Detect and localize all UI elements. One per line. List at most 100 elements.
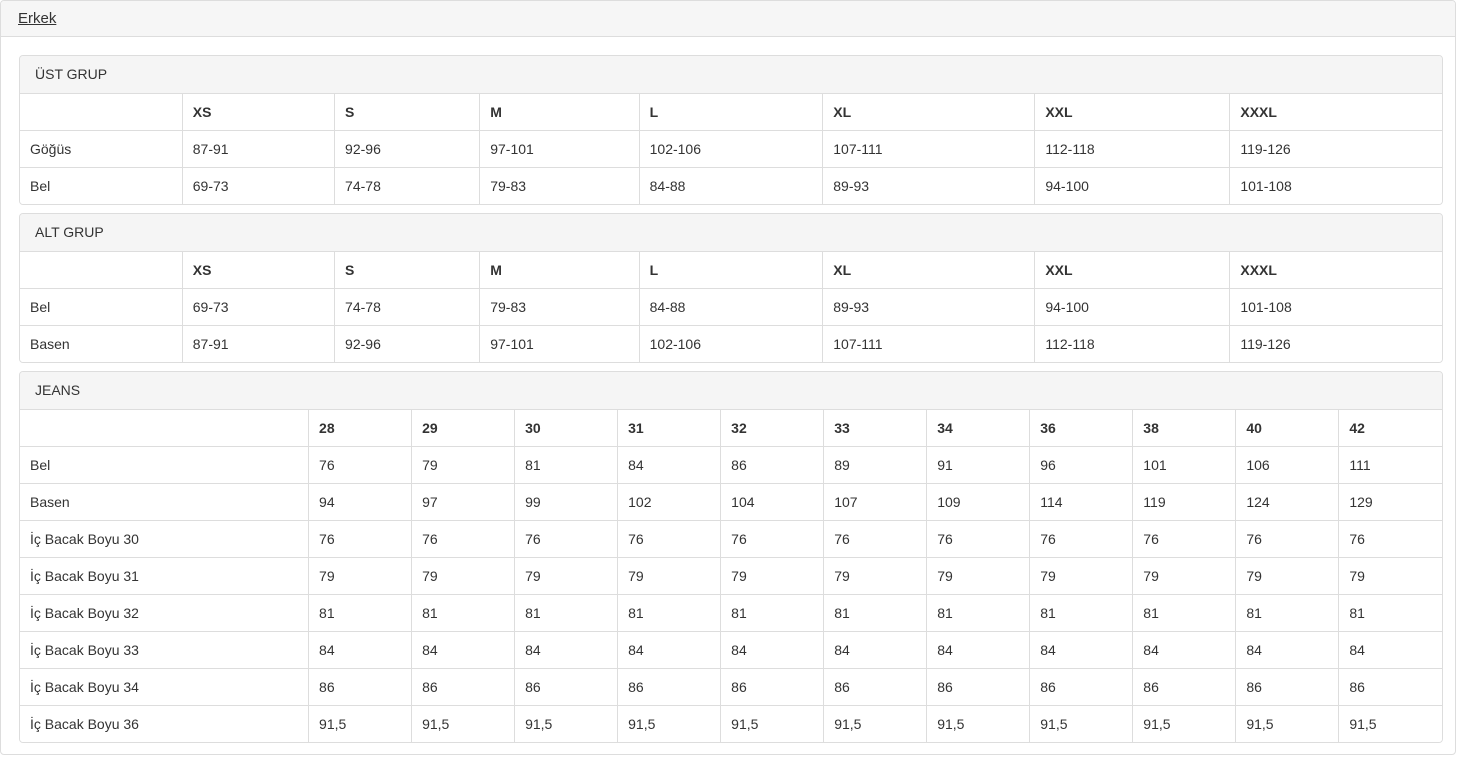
size-value-cell: 79 bbox=[411, 557, 516, 595]
size-value-cell: 91,5 bbox=[720, 705, 825, 742]
size-value-cell: 84 bbox=[1338, 631, 1442, 669]
size-value-cell: 84 bbox=[926, 631, 1031, 669]
panel-heading-alt-grup: ALT GRUP bbox=[20, 214, 1442, 252]
size-value-cell: 97-101 bbox=[479, 130, 640, 168]
size-value-cell: 76 bbox=[823, 520, 928, 558]
size-value-cell: 81 bbox=[617, 594, 722, 632]
gender-tab-link-erkek[interactable]: Erkek bbox=[18, 10, 57, 27]
size-value-cell: 87-91 bbox=[181, 325, 336, 362]
panel-ust-grup: ÜST GRUP XS S M L XL XXL XXXL Göğüs 87-91 92-96 97-… bbox=[19, 55, 1443, 205]
size-value-cell: 107-111 bbox=[822, 130, 1036, 168]
size-value-cell: 84 bbox=[617, 631, 722, 669]
row-label: Bel bbox=[20, 288, 183, 326]
size-value-cell: 89 bbox=[823, 446, 928, 484]
table-row: İç Bacak Boyu 31 79 79 79 79 79 79 79 79 79 79 79 bbox=[20, 557, 1442, 595]
size-value-cell: 89-93 bbox=[822, 288, 1036, 326]
column-header: XS bbox=[181, 252, 336, 289]
table-row: Bel 69-73 74-78 79-83 84-88 89-93 94-100 101-10… bbox=[20, 288, 1442, 326]
size-value-cell: 99 bbox=[514, 483, 619, 521]
size-value-cell: 81 bbox=[1029, 594, 1134, 632]
size-value-cell: 109 bbox=[926, 483, 1031, 521]
size-value-cell: 79 bbox=[1132, 557, 1237, 595]
size-value-cell: 129 bbox=[1338, 483, 1442, 521]
size-table-jeans: 28 29 30 31 32 33 34 36 38 40 42 Bel 76 79 81 84 86 89 91 9… bbox=[20, 410, 1442, 742]
size-value-cell: 81 bbox=[1132, 594, 1237, 632]
size-value-cell: 81 bbox=[926, 594, 1031, 632]
header-strip: Erkek bbox=[1, 1, 1455, 37]
size-value-cell: 107-111 bbox=[822, 325, 1036, 362]
panel-heading-jeans: JEANS bbox=[20, 372, 1442, 410]
size-value-cell: 104 bbox=[720, 483, 825, 521]
panel-heading-ust-grup: ÜST GRUP bbox=[20, 56, 1442, 94]
size-value-cell: 106 bbox=[1235, 446, 1340, 484]
row-label: Basen bbox=[20, 483, 310, 521]
table-row: İç Bacak Boyu 36 91,5 91,5 91,5 91,5 91,5 91,5… bbox=[20, 705, 1442, 742]
size-table-alt-grup: XS S M L XL XXL XXXL Bel 69-73 74-78 79-83 84-88 89-… bbox=[20, 252, 1442, 362]
size-value-cell: 76 bbox=[926, 520, 1031, 558]
size-value-cell: 79 bbox=[411, 446, 516, 484]
size-value-cell: 81 bbox=[514, 446, 619, 484]
size-value-cell: 86 bbox=[823, 668, 928, 706]
corner-cell bbox=[20, 94, 183, 131]
row-label: İç Bacak Boyu 34 bbox=[20, 668, 310, 706]
table-row: İç Bacak Boyu 32 81 81 81 81 81 81 81 81 81 81 81 bbox=[20, 594, 1442, 632]
size-value-cell: 84 bbox=[411, 631, 516, 669]
size-value-cell: 124 bbox=[1235, 483, 1340, 521]
size-value-cell: 119-126 bbox=[1229, 325, 1442, 362]
size-value-cell: 79 bbox=[308, 557, 413, 595]
size-value-cell: 76 bbox=[308, 520, 413, 558]
size-value-cell: 76 bbox=[1338, 520, 1442, 558]
size-value-cell: 79 bbox=[514, 557, 619, 595]
column-header: XXXL bbox=[1229, 94, 1442, 131]
row-label: Bel bbox=[20, 446, 310, 484]
size-value-cell: 86 bbox=[308, 668, 413, 706]
column-header: 30 bbox=[514, 410, 619, 447]
size-value-cell: 94-100 bbox=[1034, 167, 1231, 204]
column-header: 42 bbox=[1338, 410, 1442, 447]
size-value-cell: 84-88 bbox=[638, 167, 824, 204]
size-value-cell: 91,5 bbox=[1029, 705, 1134, 742]
size-value-cell: 76 bbox=[1132, 520, 1237, 558]
size-value-cell: 79-83 bbox=[479, 167, 640, 204]
size-value-cell: 107 bbox=[823, 483, 928, 521]
size-value-cell: 84 bbox=[308, 631, 413, 669]
size-value-cell: 101-108 bbox=[1229, 288, 1442, 326]
size-value-cell: 86 bbox=[1338, 668, 1442, 706]
size-value-cell: 89-93 bbox=[822, 167, 1036, 204]
column-header: 36 bbox=[1029, 410, 1134, 447]
table-row: İç Bacak Boyu 30 76 76 76 76 76 76 76 76 76 76 76 bbox=[20, 520, 1442, 558]
size-value-cell: 84 bbox=[1132, 631, 1237, 669]
size-value-cell: 92-96 bbox=[334, 325, 481, 362]
size-value-cell: 119-126 bbox=[1229, 130, 1442, 168]
size-value-cell: 101-108 bbox=[1229, 167, 1442, 204]
column-header: S bbox=[334, 94, 481, 131]
size-value-cell: 114 bbox=[1029, 483, 1134, 521]
size-value-cell: 76 bbox=[1235, 520, 1340, 558]
size-value-cell: 79 bbox=[1029, 557, 1134, 595]
column-header: 33 bbox=[823, 410, 928, 447]
table-row: İç Bacak Boyu 33 84 84 84 84 84 84 84 84 84 84 84 bbox=[20, 631, 1442, 669]
size-value-cell: 76 bbox=[1029, 520, 1134, 558]
size-value-cell: 86 bbox=[1235, 668, 1340, 706]
column-header: XXL bbox=[1034, 94, 1231, 131]
size-value-cell: 79 bbox=[617, 557, 722, 595]
size-value-cell: 86 bbox=[720, 668, 825, 706]
size-value-cell: 84-88 bbox=[638, 288, 824, 326]
header-row: XS S M L XL XXL XXXL bbox=[20, 252, 1442, 289]
size-value-cell: 86 bbox=[411, 668, 516, 706]
size-value-cell: 112-118 bbox=[1034, 130, 1231, 168]
size-value-cell: 94 bbox=[308, 483, 413, 521]
size-value-cell: 94-100 bbox=[1034, 288, 1231, 326]
size-value-cell: 112-118 bbox=[1034, 325, 1231, 362]
size-value-cell: 96 bbox=[1029, 446, 1134, 484]
size-value-cell: 81 bbox=[1235, 594, 1340, 632]
size-value-cell: 76 bbox=[720, 520, 825, 558]
size-value-cell: 84 bbox=[1235, 631, 1340, 669]
column-header: XXL bbox=[1034, 252, 1231, 289]
size-value-cell: 91,5 bbox=[1132, 705, 1237, 742]
column-header: 40 bbox=[1235, 410, 1340, 447]
size-value-cell: 86 bbox=[1132, 668, 1237, 706]
table-row: Basen 87-91 92-96 97-101 102-106 107-111 112-1… bbox=[20, 325, 1442, 362]
column-header: XXXL bbox=[1229, 252, 1442, 289]
size-value-cell: 81 bbox=[514, 594, 619, 632]
